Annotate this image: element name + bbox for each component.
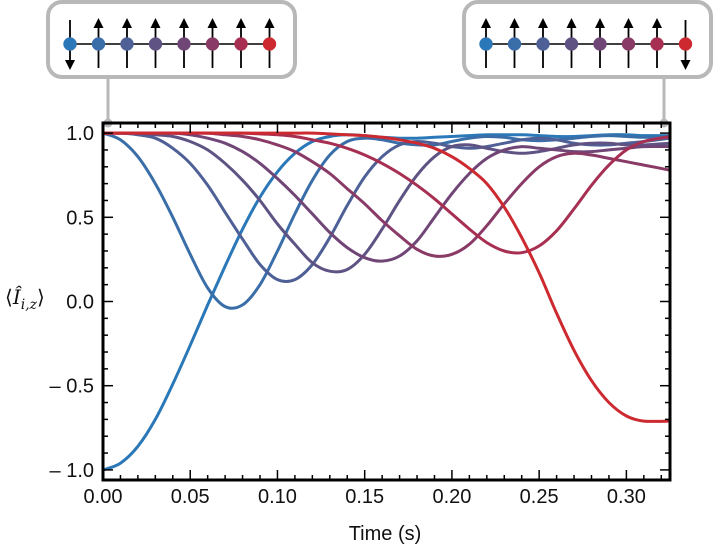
spin-node bbox=[63, 37, 77, 51]
spin-chain-insets bbox=[46, 0, 713, 79]
spin-up-icon bbox=[650, 18, 664, 68]
x-tick-label: 0.15 bbox=[345, 486, 384, 508]
y-axis-title-subscript: i,z bbox=[21, 297, 38, 313]
spin-up-icon bbox=[262, 18, 277, 68]
x-tick-label: 0.30 bbox=[607, 486, 646, 508]
spin-up-icon bbox=[148, 18, 163, 68]
spin-node bbox=[120, 37, 134, 51]
x-tick-label: 0.00 bbox=[84, 486, 123, 508]
spin-down-icon bbox=[63, 20, 77, 70]
y-tick-label: – 0.5 bbox=[50, 376, 94, 398]
plot-area bbox=[101, 131, 672, 472]
spin-node bbox=[593, 37, 607, 51]
x-tick-label: 0.20 bbox=[432, 486, 471, 508]
spin-node bbox=[650, 37, 664, 51]
spin-node bbox=[177, 37, 191, 51]
y-tick-label: 1.0 bbox=[66, 123, 94, 145]
y-axis-title-symbol: Î bbox=[12, 285, 23, 309]
series-line-3 bbox=[101, 131, 672, 283]
inset-connectors bbox=[103, 77, 669, 128]
series-line-5 bbox=[101, 131, 672, 263]
spin-node bbox=[148, 37, 163, 51]
inset-box bbox=[462, 0, 713, 79]
spin-node bbox=[91, 37, 106, 51]
spin-up-icon bbox=[564, 18, 579, 68]
spin-node bbox=[564, 37, 579, 51]
y-tick-label: 0.0 bbox=[66, 292, 94, 314]
spin-node bbox=[507, 37, 522, 51]
spin-up-icon bbox=[536, 18, 550, 68]
spin-node bbox=[678, 37, 693, 51]
inset-box bbox=[46, 0, 297, 79]
spin-chain-inset-1 bbox=[46, 0, 297, 79]
spin-up-icon bbox=[479, 18, 493, 68]
spin-down-icon bbox=[678, 20, 693, 70]
spin-chain-inset-2 bbox=[462, 0, 713, 79]
axes: 0.00 0.05 0.10 0.15 0.20 0.25 0.30 1.0 0.5 0.0 – 0… bbox=[50, 121, 672, 508]
x-axis-title: Time (s) bbox=[349, 523, 422, 545]
series-line-4 bbox=[101, 131, 672, 274]
spin-up-icon bbox=[120, 18, 134, 68]
y-axis-title: ⟨Îi,z⟩ bbox=[5, 285, 45, 313]
spin-up-icon bbox=[177, 18, 191, 68]
y-tick-label: – 1.0 bbox=[50, 460, 94, 482]
plot-frame bbox=[101, 121, 672, 482]
spin-up-icon bbox=[234, 18, 248, 68]
y-tick-label: 0.5 bbox=[66, 207, 94, 229]
x-tick-label: 0.05 bbox=[171, 486, 210, 508]
spin-up-icon bbox=[507, 18, 522, 68]
x-tick-label: 0.10 bbox=[258, 486, 297, 508]
spin-up-icon bbox=[91, 18, 106, 68]
spin-node bbox=[234, 37, 248, 51]
spin-node bbox=[479, 37, 493, 51]
spin-up-icon bbox=[593, 18, 607, 68]
spin-node bbox=[536, 37, 550, 51]
y-axis-title-open: ⟨ bbox=[5, 285, 13, 309]
spin-up-icon bbox=[621, 18, 636, 68]
spin-node bbox=[205, 37, 220, 51]
x-tick-label: 0.25 bbox=[520, 486, 559, 508]
series-line-2 bbox=[101, 131, 672, 310]
series-line-8 bbox=[101, 131, 672, 423]
spin-node bbox=[262, 37, 277, 51]
spin-node bbox=[621, 37, 636, 51]
spin-up-icon bbox=[205, 18, 220, 68]
y-axis-title-close: ⟩ bbox=[37, 285, 45, 309]
series-line-1 bbox=[101, 133, 672, 472]
